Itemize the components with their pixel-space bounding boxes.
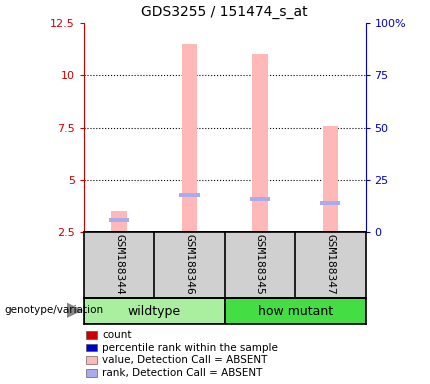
Bar [322,126,338,232]
Bar [111,211,127,232]
Text: rank, Detection Call = ABSENT: rank, Detection Call = ABSENT [102,368,262,378]
Text: count: count [102,330,132,340]
Text: genotype/variation: genotype/variation [4,305,104,315]
Bar [252,55,267,232]
Bar [182,44,197,232]
Text: value, Detection Call = ABSENT: value, Detection Call = ABSENT [102,355,267,365]
Bar [109,218,129,222]
Bar [320,201,341,205]
Text: how mutant: how mutant [258,305,333,318]
Text: GSM188347: GSM188347 [325,234,335,295]
Text: wildtype: wildtype [128,305,181,318]
Polygon shape [67,303,83,318]
Bar [84,298,224,324]
Title: GDS3255 / 151474_s_at: GDS3255 / 151474_s_at [141,5,308,19]
Text: GSM188345: GSM188345 [255,234,265,295]
Bar [224,298,366,324]
Bar [250,197,270,201]
Bar [179,193,200,197]
Text: GSM188344: GSM188344 [114,234,124,295]
Text: percentile rank within the sample: percentile rank within the sample [102,343,278,353]
Text: GSM188346: GSM188346 [184,234,194,295]
